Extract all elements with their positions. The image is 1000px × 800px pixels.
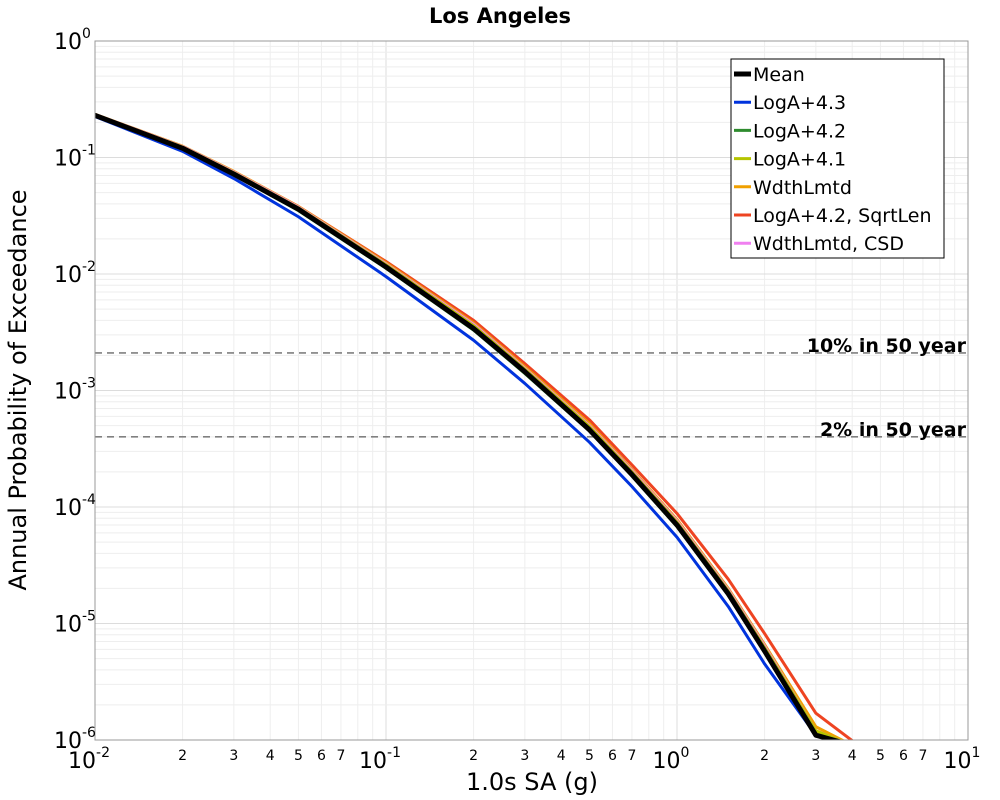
x-minor-tick-label: 3 [229,748,238,764]
x-minor-tick-label: 7 [336,748,345,764]
y-tick-label: 10-6 [54,725,96,754]
legend-entry-label: LogA+4.1 [753,149,846,171]
legend: Mean LogA+4.3 LogA+4.2 LogA+4.1 WdthLmtd LogA… [730,58,945,259]
x-minor-tick-label: 5 [876,748,885,764]
y-tick-label: 10-3 [54,376,96,405]
x-minor-tick-label: 6 [608,748,617,764]
x-tick-base: 10 [653,749,681,774]
x-minor-tick-label: 4 [848,748,857,764]
y-tick-exponent: -1 [82,143,96,159]
x-minor-tick-label: 6 [899,748,908,764]
legend-entry-label: LogA+4.3 [753,92,846,114]
x-tick-exponent: -2 [96,745,110,761]
legend-entry-label: WdthLmtd [753,177,852,199]
y-tick-base: 10 [54,147,82,172]
x-tick-label: 10-2 [68,745,110,774]
y-tick-exponent: -4 [82,492,96,508]
x-minor-tick-label: 4 [557,748,566,764]
series-line [95,114,837,740]
x-tick-label: 100 [653,745,690,774]
y-tick-exponent: -2 [82,259,96,275]
y-tick-base: 10 [54,729,82,754]
legend-entry-label: Mean [753,64,805,86]
x-tick-exponent: 1 [972,745,981,761]
y-tick-exponent: -6 [82,725,96,741]
x-minor-tick-label: 3 [811,748,820,764]
y-tick-base: 10 [54,263,82,288]
y-tick-base: 10 [54,496,82,521]
y-tick-label: 10-2 [54,259,96,288]
grid [94,41,968,741]
x-minor-tick-label: 3 [520,748,529,764]
series-line [95,112,843,740]
x-minor-tick-label: 7 [627,748,636,764]
x-tick-exponent: -1 [387,745,401,761]
x-minor-tick-label: 4 [266,748,275,764]
x-tick-base: 10 [359,749,387,774]
x-minor-tick-label: 7 [918,748,927,764]
x-minor-tick-label: 2 [469,748,478,764]
legend-entry-label: LogA+4.2, SqrtLen [753,205,932,227]
y-tick-base: 10 [54,613,82,638]
reference-line-label: 10% in 50 year [807,335,967,357]
reference-lines: 10% in 50 year 2% in 50 year [95,335,968,441]
y-tick-exponent: 0 [82,26,91,42]
x-minor-tick-label: 5 [294,748,303,764]
x-tick-base: 10 [68,749,96,774]
x-tick-base: 10 [944,749,972,774]
chart-title: Los Angeles [429,4,571,28]
y-tick-exponent: -3 [82,376,96,392]
x-tick-exponent: 0 [681,745,690,761]
y-tick-exponent: -5 [82,609,96,625]
series-lines [95,112,854,740]
y-tick-base: 10 [54,380,82,405]
plot-area-border [94,40,969,741]
x-tick-label: 101 [944,745,981,774]
x-axis-label: 1.0s SA (g) [466,768,598,796]
legend-entry-label: LogA+4.2 [753,120,846,142]
y-tick-label: 10-1 [54,143,96,172]
y-tick-label: 100 [54,26,91,55]
legend-entry-label: WdthLmtd, CSD [753,233,904,255]
y-axis-label: Annual Probability of Exceedance [4,189,32,590]
x-minor-tick-label: 6 [317,748,326,764]
y-tick-label: 10-5 [54,609,96,638]
y-tick-base: 10 [54,30,82,55]
y-tick-label: 10-4 [54,492,96,521]
x-minor-tick-label: 5 [585,748,594,764]
x-minor-tick-label: 2 [760,748,769,764]
x-minor-tick-label: 2 [178,748,187,764]
x-tick-label: 10-1 [359,745,401,774]
legend-box [730,58,945,259]
reference-line-label: 2% in 50 year [820,419,967,441]
